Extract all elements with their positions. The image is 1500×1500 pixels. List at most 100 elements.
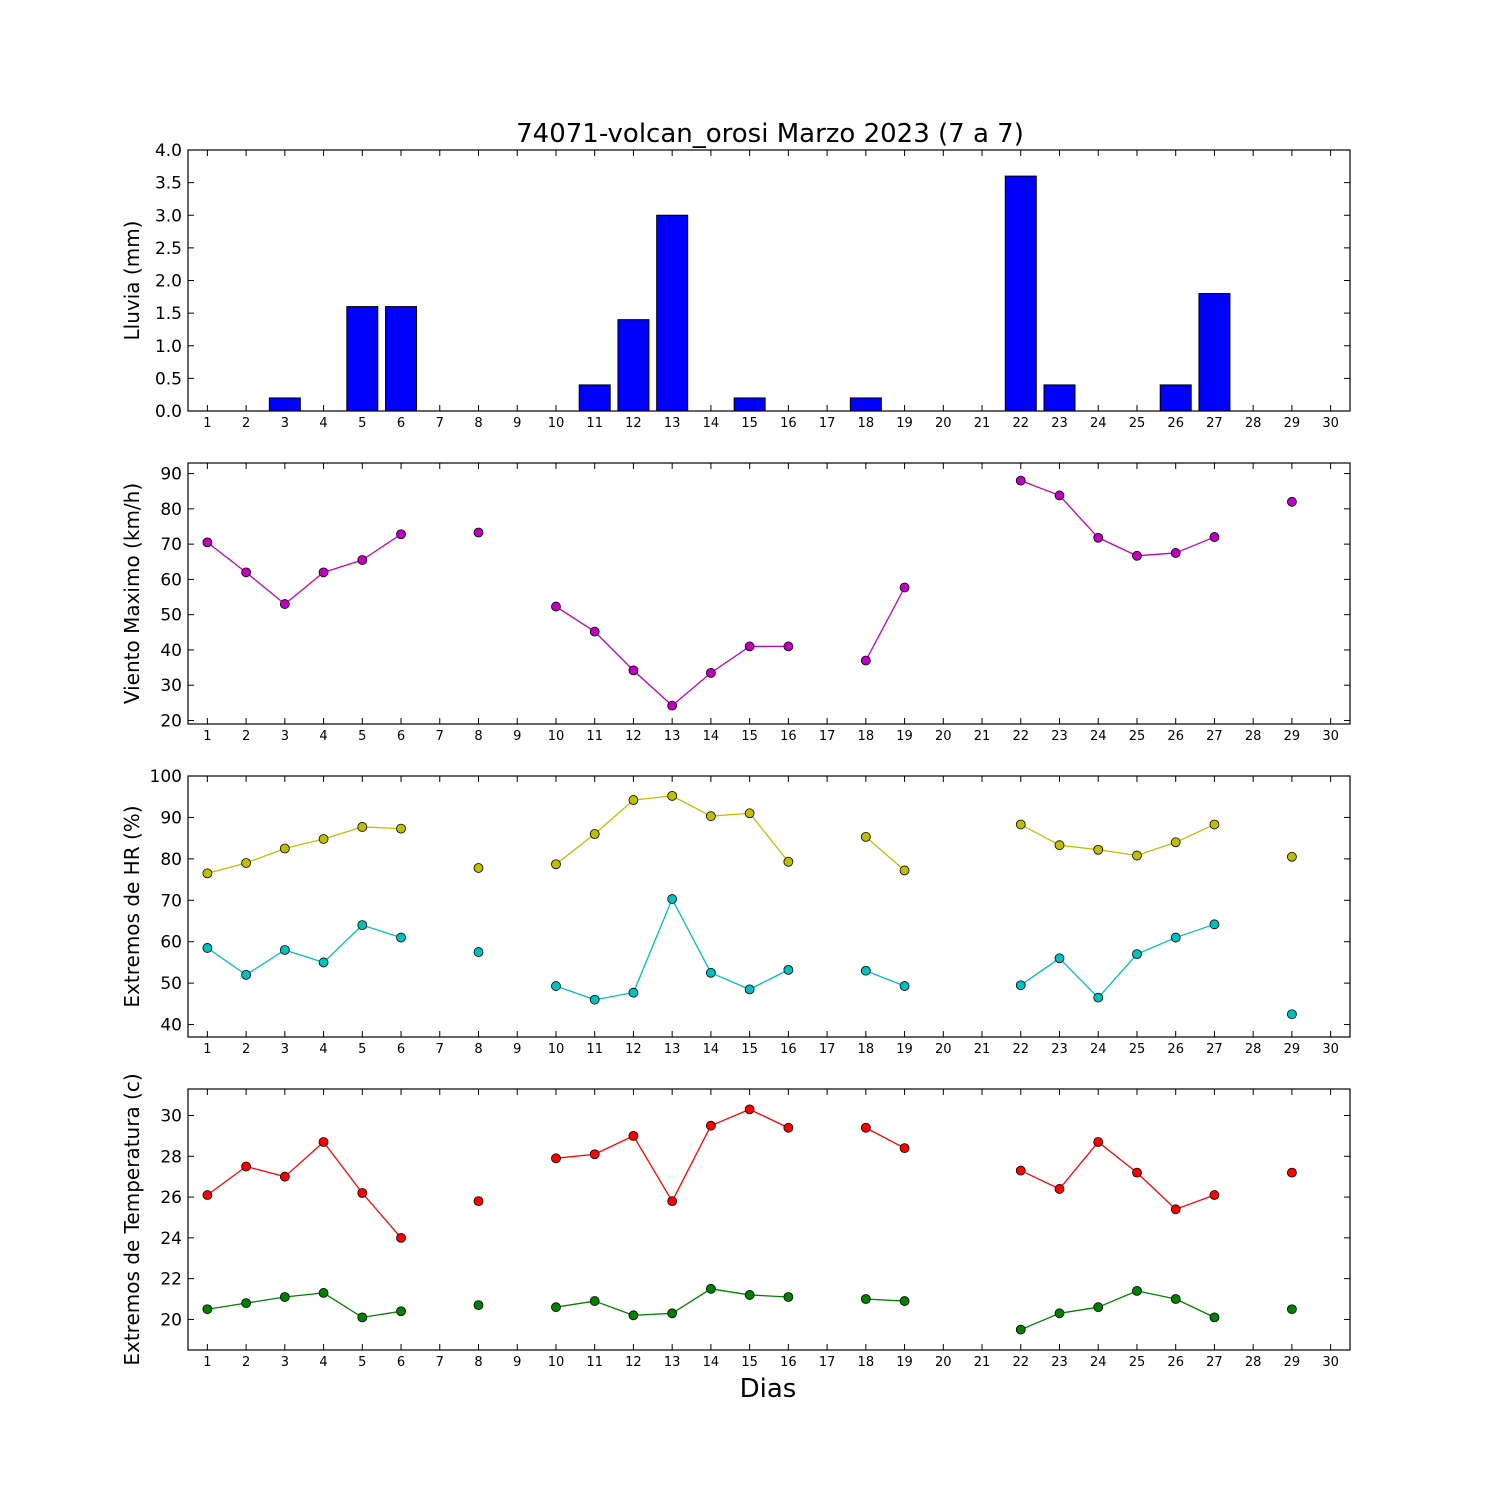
x-tick-label: 27 [1206, 729, 1223, 744]
series-2-segment [1020, 1312, 1060, 1331]
series-1-segment [671, 672, 712, 707]
series-1-point-day-23 [1054, 1184, 1065, 1194]
panels: 0.00.51.01.52.02.53.03.54.01 2 3 4 5 6 7 8 9 10 11… [120, 141, 1351, 1370]
series-2-segment [1059, 1306, 1099, 1314]
series-1-segment [671, 1125, 712, 1202]
series-1-point-day-6 [396, 823, 406, 834]
series-1-segment [361, 1192, 402, 1239]
series-2-segment [555, 1300, 595, 1308]
y-tick-label: 4.0 [155, 141, 182, 161]
y-tick-label: 30 [160, 676, 182, 696]
series-1-segment [1175, 1194, 1215, 1210]
x-tick-label: 20 [935, 729, 952, 744]
x-tick-label: 17 [819, 1355, 836, 1370]
x-tick-label: 21 [974, 1355, 991, 1370]
series-2-point-day-10 [551, 981, 561, 991]
series-2-segment [206, 947, 247, 976]
x-tick-label: 26 [1167, 416, 1184, 431]
bar-day-11 [578, 384, 611, 412]
series-2-segment [362, 1310, 402, 1319]
series-2-point-day-5 [357, 1312, 368, 1323]
series-2-point-day-11 [589, 1296, 600, 1306]
series-1-point-day-2 [241, 1161, 252, 1172]
series-2-segment [555, 985, 595, 1001]
x-tick-label: 29 [1284, 416, 1301, 431]
x-tick-label: 11 [586, 1355, 603, 1370]
series-1-point-day-12 [628, 665, 639, 676]
x-tick-label: 28 [1245, 729, 1262, 744]
x-tick-label: 4 [319, 729, 327, 744]
x-tick-label: 10 [548, 416, 565, 431]
series-2-segment [207, 1302, 247, 1310]
x-tick-label: 12 [625, 416, 642, 431]
series-1-point-day-3 [279, 843, 290, 854]
x-tick-label: 22 [1012, 729, 1029, 744]
y-axis-label: Extremos de HR (%) [120, 805, 144, 1007]
series-1-point-day-2 [241, 567, 252, 578]
series-2-point-day-1 [202, 943, 213, 953]
series-1-segment [594, 631, 634, 671]
x-tick-label: 17 [819, 729, 836, 744]
series-2-point-day-8 [473, 1300, 484, 1311]
y-tick-label: 80 [160, 500, 182, 520]
series-1-point-day-1 [202, 868, 213, 879]
series-1-segment [632, 1135, 673, 1202]
series-1-point-day-26 [1170, 837, 1181, 848]
series-2-segment [323, 924, 363, 963]
y-tick-label: 50 [160, 974, 182, 994]
x-tick-label: 28 [1245, 1355, 1262, 1370]
x-tick-label: 2 [242, 1042, 250, 1057]
x-tick-label: 8 [474, 729, 482, 744]
x-tick-label: 19 [896, 1355, 913, 1370]
series-1-segment [555, 606, 596, 633]
x-tick-label: 13 [664, 729, 681, 744]
series-1-segment [1058, 1141, 1099, 1190]
y-tick-label: 60 [160, 933, 182, 953]
y-tick-label: 1.0 [155, 337, 182, 357]
x-tick-label: 13 [664, 1355, 681, 1370]
x-tick-label: 7 [436, 729, 444, 744]
series-1-point-day-29 [1287, 1167, 1297, 1178]
x-tick-label: 14 [703, 1042, 720, 1057]
series-1-point-day-16 [783, 1122, 794, 1133]
x-tick-label: 30 [1322, 1042, 1339, 1057]
y-tick-label: 22 [160, 1270, 182, 1290]
x-tick-label: 1 [203, 416, 211, 431]
series-1-segment [594, 799, 634, 835]
series-1-segment [865, 1127, 905, 1149]
x-tick-label: 1 [203, 1042, 211, 1057]
y-tick-label: 70 [160, 535, 182, 555]
y-tick-label: 90 [160, 808, 182, 828]
series-2-point-day-29 [1287, 1009, 1297, 1020]
series-1-segment [361, 533, 402, 561]
y-tick-label: 60 [160, 570, 182, 590]
x-tick-label: 15 [741, 1355, 758, 1370]
x-tick-label: 18 [858, 729, 875, 744]
series-1-segment [710, 645, 750, 674]
series-2-point-day-25 [1132, 1285, 1142, 1296]
series-1-point-day-11 [589, 829, 600, 839]
series-1-segment [206, 541, 247, 573]
series-1-point-day-14 [706, 1120, 716, 1131]
bar-day-15 [733, 397, 766, 412]
x-tick-label: 23 [1051, 416, 1068, 431]
series-1-segment [1136, 552, 1176, 557]
x-tick-label: 14 [703, 1355, 720, 1370]
y-tick-label: 2.0 [155, 272, 182, 292]
x-tick-label: 30 [1322, 1355, 1339, 1370]
series-2-segment [245, 949, 286, 976]
series-1-point-day-6 [396, 1232, 406, 1243]
series-1-point-day-27 [1209, 1190, 1220, 1200]
series-2-segment [749, 1294, 789, 1298]
x-tick-label: 6 [397, 729, 405, 744]
y-tick-label: 30 [160, 1107, 182, 1127]
series-1-point-day-4 [318, 1137, 329, 1147]
y-tick-label: 24 [160, 1229, 182, 1249]
x-tick-label: 18 [858, 1042, 875, 1057]
series-1-segment [555, 1153, 595, 1159]
series-1-segment [1020, 480, 1060, 497]
series-1-point-day-10 [551, 1153, 561, 1164]
bar-day-5 [346, 306, 379, 412]
x-tick-label: 3 [281, 416, 289, 431]
series-1-segment [865, 836, 905, 871]
